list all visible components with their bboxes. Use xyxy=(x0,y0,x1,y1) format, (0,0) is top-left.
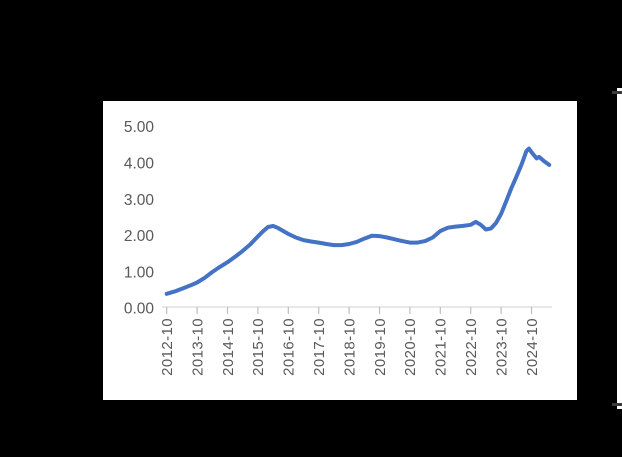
x-tick-label: 2022-10 xyxy=(463,318,480,376)
x-tick-label: 2024-10 xyxy=(524,318,541,376)
x-tick-label: 2017-10 xyxy=(311,318,328,376)
x-tick-label: 2023-10 xyxy=(493,318,510,376)
x-tick-label: 2015-10 xyxy=(250,318,267,376)
y-tick-label: 2.00 xyxy=(124,228,155,245)
adjacent-panel-top-border xyxy=(612,91,622,94)
x-tick-label: 2014-10 xyxy=(220,318,237,376)
adjacent-panel-bottom-border xyxy=(612,403,622,406)
y-tick-label: 4.00 xyxy=(124,156,155,173)
x-tick-label: 2021-10 xyxy=(433,318,450,376)
series-line xyxy=(164,146,552,296)
y-tick-label: 3.00 xyxy=(124,192,155,209)
x-tick-label: 2012-10 xyxy=(159,318,176,376)
x-tick-label: 2019-10 xyxy=(372,318,389,376)
line-chart-panel: 2012-10 2013-10 2014-10 2015-10 2016-10 2017-… xyxy=(103,101,577,400)
y-tick-label: 1.00 xyxy=(124,264,155,281)
x-tick-label: 2016-10 xyxy=(281,318,298,376)
adjacent-panel-edge xyxy=(617,88,622,409)
y-tick-label: 0.00 xyxy=(124,301,155,318)
x-tick-label: 2013-10 xyxy=(189,318,206,376)
y-tick-label: 5.00 xyxy=(124,119,155,136)
x-tick-label: 2018-10 xyxy=(341,318,358,376)
trend-line-chart: 2012-10 2013-10 2014-10 2015-10 2016-10 2017-… xyxy=(124,119,552,376)
x-tick-label: 2020-10 xyxy=(402,318,419,376)
